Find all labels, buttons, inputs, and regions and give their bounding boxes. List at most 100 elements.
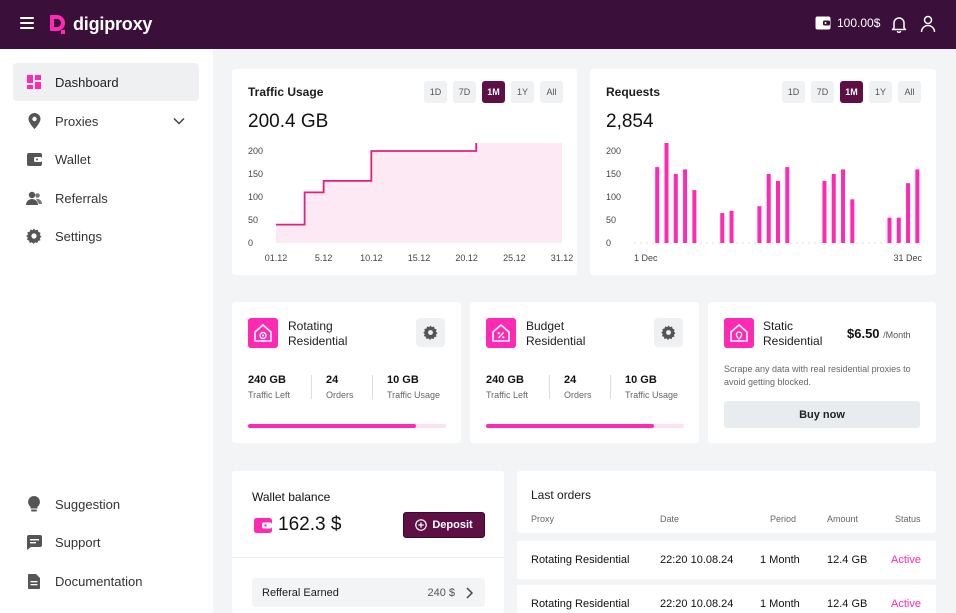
order-period: 1 Month [760,598,800,610]
range-7d-button[interactable]: 7D [453,81,476,103]
menu-icon[interactable] [20,17,34,29]
usage-progress-fill [248,424,417,428]
chevron-down-icon[interactable] [173,115,185,127]
range-1y-button[interactable]: 1Y [869,81,892,103]
stat-traffic-left: 240 GB Traffic Left [248,374,290,400]
stat-orders: 24 Orders [564,374,592,400]
range-all-button[interactable]: All [540,81,563,103]
logo[interactable]: digiproxy [48,13,152,35]
stat-value: 10 GB [625,374,657,386]
order-date: 22:20 10.08.24 [660,554,734,566]
referral-earned-row[interactable]: Refferal Earned 240 $ [252,578,485,607]
last-orders-header: Last orders Proxy Date Period Amount Sta… [517,471,936,533]
product-settings-button[interactable] [654,318,683,347]
range-7d-button[interactable]: 7D [811,81,834,103]
stat-value: 10 GB [387,374,419,386]
order-period: 1 Month [760,554,800,566]
x-tick-label: 31.12 [551,253,574,263]
sidebar-item-label: Dashboard [55,74,119,90]
request-bar [729,210,734,243]
sidebar-item-suggestion[interactable]: Suggestion [13,485,199,523]
y-tick-label: 200 [606,146,621,156]
sidebar: Dashboard Proxies Wallet Referrals Setti… [0,49,213,613]
price-period: /Month [883,330,911,340]
usage-progress-bar [486,424,684,428]
divider [372,375,373,399]
sidebar-item-dashboard[interactable]: Dashboard [13,63,199,101]
dashboard-icon [26,74,42,90]
deposit-button[interactable]: Deposit [403,512,485,538]
x-tick-label: 31 Dec [893,253,922,263]
range-all-button[interactable]: All [898,81,921,103]
range-1m-button[interactable]: 1M [482,81,505,103]
wallet-icon [254,517,272,533]
request-bar [850,199,855,243]
bell-icon[interactable] [890,15,908,33]
stat-value: 240 GB [248,374,286,386]
top-bar: digiproxy 100.00$ [0,0,956,49]
price-value: $6.50 [847,326,880,341]
logo-text: digiproxy [73,13,153,34]
location-pin-icon [26,113,42,129]
column-status: Status [895,514,921,524]
stat-traffic-usage: 10 GB Traffic Usage [625,374,678,400]
range-1d-button[interactable]: 1D [782,81,805,103]
referral-value: 240 $ [427,586,455,599]
sidebar-item-label: Suggestion [55,496,121,512]
y-tick-label: 0 [248,238,253,248]
sidebar-item-settings[interactable]: Settings [13,217,199,255]
logo-mark-icon [50,15,65,34]
range-1d-button[interactable]: 1D [424,81,447,103]
table-row[interactable]: Rotating Residential 22:20 10.08.24 1 Mo… [517,541,936,579]
divider [232,557,504,558]
product-name-line1: Static [763,319,794,333]
order-proxy: Rotating Residential [531,598,630,610]
status-badge: Active [891,598,921,610]
range-1y-button[interactable]: 1Y [511,81,534,103]
x-tick-label: 15.12 [408,253,431,263]
request-bar [841,169,846,243]
header-balance[interactable]: 100.00$ [815,16,880,30]
order-amount: 12.4 GB [827,598,868,610]
traffic-chart: 0 50 100 150 200 01.12 5.12 10.12 15.12 20.12 25.1… [248,143,574,263]
gear-icon [423,325,438,340]
product-name: Static Residential [763,319,822,349]
deposit-label: Deposit [432,519,473,531]
wallet-amount: 162.3 $ [254,514,341,536]
sidebar-item-referrals[interactable]: Referrals [13,179,199,217]
request-bar [720,213,725,243]
sidebar-item-documentation[interactable]: Documentation [13,562,199,600]
stat-label: Traffic Usage [387,390,441,400]
sidebar-item-proxies[interactable]: Proxies [13,102,199,140]
table-row[interactable]: Rotating Residential 22:20 10.08.24 1 Mo… [517,585,936,613]
x-tick-label: 20.12 [455,253,478,263]
stat-value: 240 GB [486,374,524,386]
wallet-icon [26,151,42,167]
sidebar-item-support[interactable]: Support [13,523,199,561]
range-1m-button[interactable]: 1M [840,81,863,103]
request-bar [692,190,697,243]
product-name-line2: Residential [526,334,586,348]
sidebar-item-wallet[interactable]: Wallet [13,140,199,178]
request-bar [673,174,678,243]
product-settings-button[interactable] [416,318,445,347]
traffic-range-selector: 1D 7D 1M 1Y All [424,81,563,103]
wallet-icon [815,16,831,30]
order-proxy: Rotating Residential [531,554,630,566]
requests-chart: 0 50 100 150 200 1 Dec 31 Dec [606,143,922,263]
request-bar [766,174,771,243]
gear-icon [661,325,676,340]
y-tick-label: 200 [248,146,263,156]
user-icon[interactable] [920,15,936,33]
y-tick-label: 150 [248,169,263,179]
column-proxy: Proxy [531,514,555,524]
buy-now-button[interactable]: Buy now [724,401,920,428]
column-period: Period [770,514,797,524]
request-bar [655,167,660,243]
last-orders-title: Last orders [531,488,592,502]
y-tick-label: 100 [606,192,621,202]
sidebar-item-label: Support [55,534,101,550]
request-bar [664,143,669,243]
wallet-card: Wallet balance 162.3 $ Deposit Refferal … [232,471,504,613]
column-date: Date [660,514,680,524]
